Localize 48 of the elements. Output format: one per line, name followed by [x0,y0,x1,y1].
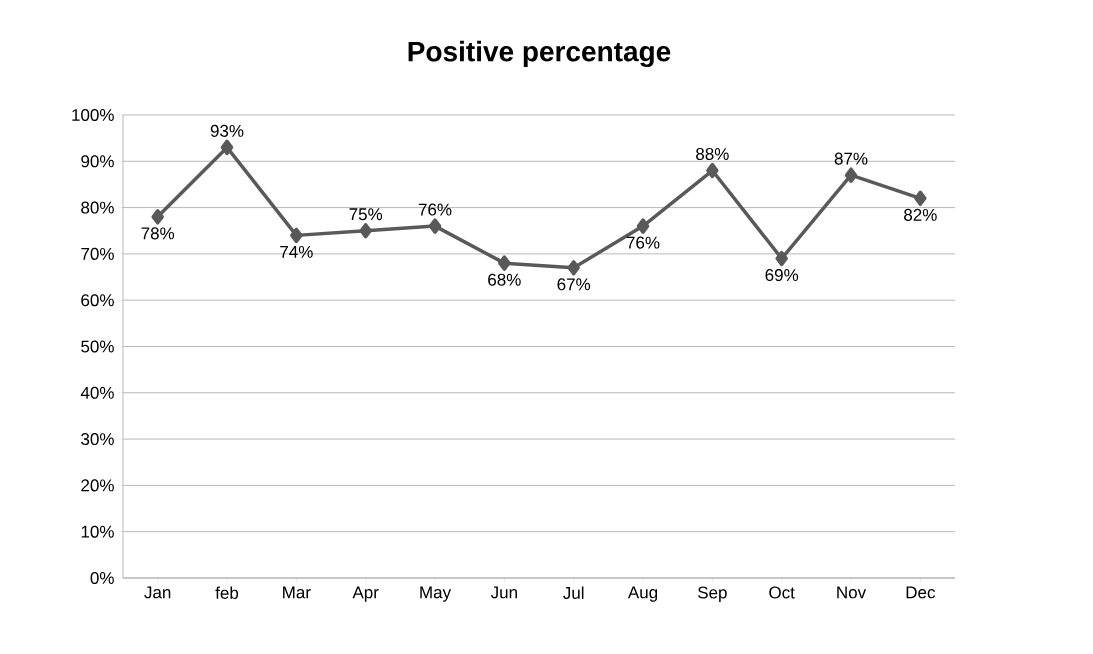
point [775,250,788,267]
data-label: 75% [349,208,383,221]
point [151,209,164,225]
y-tick-label: 50% [81,340,114,353]
point [290,227,303,244]
x-tick-label: Mar [283,586,311,599]
x-tick-label: Jul [563,586,584,599]
x-tick-label: Jan [144,586,171,599]
data-label: 68% [488,273,521,286]
point [914,190,927,207]
x-tick-label: Sep [697,586,727,602]
point [636,218,650,234]
y-tick-label: 40% [80,386,114,399]
x-tick-label: Jun [490,586,517,599]
data-label: 78% [141,227,175,240]
data-label: 76% [418,203,452,216]
data-label: 76% [626,236,660,249]
point [844,167,858,183]
data-label: 69% [765,269,799,282]
y-tick-label: 100% [72,108,114,122]
data-label: 67% [557,278,591,291]
y-tick-label: 60% [81,294,114,307]
point [498,255,511,271]
data-label: 74% [280,245,313,258]
data-label: 87% [834,152,868,165]
y-tick-label: 20% [81,479,114,492]
y-tick-label: 70% [81,247,114,260]
x-tick-label: Aug [627,586,658,602]
x-tick-label: Oct [769,586,795,599]
point [220,139,234,156]
point [359,223,372,239]
chart-title: Positive percentage [408,40,671,68]
data-label: 82% [904,208,937,221]
x-tick-label: feb [215,586,239,599]
data-label: 93% [210,124,244,137]
x-tick-label: May [420,586,452,602]
y-tick-label: 90% [81,155,114,168]
y-tick-label: 80% [81,201,114,214]
y-tick-label: 30% [81,433,114,446]
x-tick-label: Nov [837,586,867,599]
y-tick-label: 0% [90,571,114,585]
point [428,218,442,234]
y-tick-label: 10% [81,525,114,538]
x-tick-label: Apr [352,586,379,602]
data-label: 88% [696,147,729,161]
x-tick-label: Dec [906,586,935,599]
point [706,162,719,179]
point [567,260,580,276]
